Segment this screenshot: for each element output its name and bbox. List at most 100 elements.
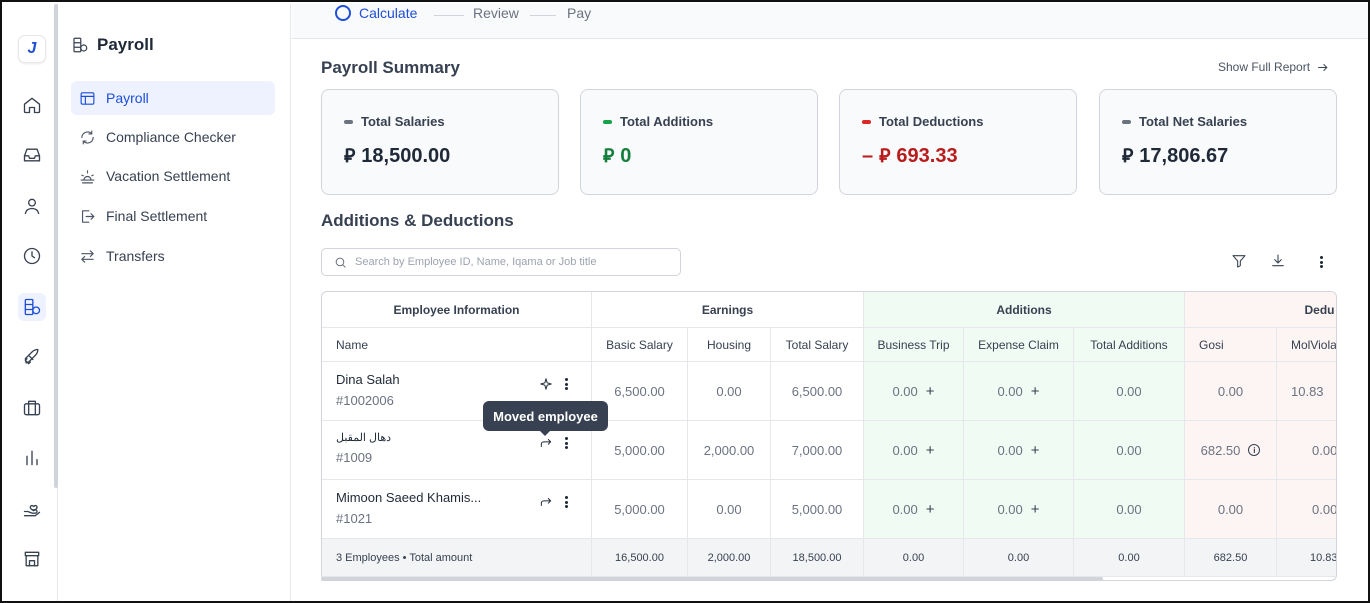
dash-icon — [603, 119, 612, 124]
col-total-salary[interactable]: Total Salary — [771, 328, 864, 362]
card-label: Total Salaries — [361, 114, 445, 129]
rocket-icon[interactable] — [18, 343, 46, 371]
filter-icon[interactable] — [1231, 253, 1249, 271]
payroll-icon[interactable] — [18, 293, 46, 321]
total-additions-card: Total Additions ⃁ 0 — [580, 89, 818, 195]
cell-expense-claim[interactable]: 0.00 + — [964, 480, 1074, 539]
plus-icon[interactable]: + — [1030, 382, 1040, 400]
sidebar-item-vacation-settlement[interactable]: Vacation Settlement — [71, 159, 275, 193]
employee-search[interactable] — [321, 248, 681, 276]
plus-icon[interactable]: + — [925, 382, 935, 400]
moved-employee-icon[interactable] — [539, 495, 553, 509]
hand-heart-icon[interactable] — [18, 495, 46, 523]
step-review[interactable]: Review — [473, 5, 519, 21]
card-value: 0 — [620, 144, 632, 167]
info-icon[interactable]: i — [1248, 444, 1261, 456]
group-deductions: Dedu — [1185, 292, 1336, 328]
step-calculate[interactable]: Calculate — [335, 5, 417, 21]
plus-icon[interactable]: + — [1030, 441, 1040, 459]
sidebar-item-compliance-checker[interactable]: Compliance Checker — [71, 120, 275, 154]
user-icon[interactable] — [18, 192, 46, 220]
step-label: Calculate — [359, 5, 418, 21]
table-row-employee[interactable]: Mimoon Saeed Khamis... #1021 — [322, 480, 592, 539]
additions-deductions-title: Additions & Deductions — [321, 211, 514, 230]
sunset-icon — [80, 169, 95, 183]
group-additions: Additions — [864, 292, 1185, 328]
cell-value: 0.00 — [892, 501, 918, 517]
cell-expense-claim[interactable]: 0.00 + — [964, 421, 1074, 480]
cell-total-salary: 7,000.00 — [771, 421, 864, 480]
sidebar-item-label: Transfers — [106, 248, 165, 264]
moved-employee-icon[interactable] — [539, 436, 553, 450]
more-options-icon[interactable] — [1313, 253, 1331, 271]
sidebar-item-label: Payroll — [106, 90, 149, 106]
show-full-report-link[interactable]: Show Full Report — [1218, 60, 1329, 74]
chart-icon[interactable] — [18, 444, 46, 472]
inbox-icon[interactable] — [18, 141, 46, 169]
col-gosi[interactable]: Gosi — [1185, 328, 1277, 362]
table-horizontal-scrollbar[interactable] — [321, 577, 1103, 581]
app-logo[interactable]: J — [18, 35, 46, 63]
sparkle-icon[interactable] — [539, 377, 553, 391]
exit-icon — [81, 209, 95, 223]
store-icon[interactable] — [18, 545, 46, 573]
sidebar-title-label: Payroll — [97, 35, 154, 54]
plus-icon[interactable]: + — [1030, 500, 1040, 518]
col-expense-claim[interactable]: Expense Claim — [964, 328, 1074, 362]
home-icon[interactable] — [18, 91, 46, 119]
col-housing[interactable]: Housing — [688, 328, 771, 362]
cell-business-trip[interactable]: 0.00 + — [864, 421, 964, 480]
col-molviolation[interactable]: MolViola — [1277, 328, 1336, 362]
arrow-right-icon — [1318, 63, 1328, 71]
total-salaries-card: Total Salaries ⃁ 18,500.00 — [321, 89, 559, 195]
group-deductions-label: Dedu — [1304, 302, 1335, 317]
dash-icon — [344, 119, 353, 124]
sidebar-item-transfers[interactable]: Transfers — [71, 239, 275, 273]
plus-icon[interactable]: + — [925, 441, 935, 459]
refresh-icon — [81, 130, 94, 144]
col-total-additions[interactable]: Total Additions — [1074, 328, 1185, 362]
row-menu-icon[interactable] — [561, 436, 571, 450]
download-icon[interactable] — [1270, 253, 1288, 271]
col-name[interactable]: Name — [322, 328, 592, 362]
row-menu-icon[interactable] — [561, 495, 571, 509]
cell-business-trip[interactable]: 0.00 + — [864, 480, 964, 539]
table-row-employee[interactable]: دهال المقبل #1009 — [322, 421, 592, 480]
row-menu-icon[interactable] — [561, 377, 571, 391]
search-icon — [335, 257, 346, 268]
payroll-summary-title: Payroll Summary — [321, 58, 460, 77]
sidebar-item-payroll[interactable]: Payroll — [71, 81, 275, 115]
cell-gosi: 0.00 — [1185, 362, 1277, 421]
sidebar-title: Payroll — [71, 35, 154, 55]
card-value: 693.33 — [896, 144, 958, 167]
sidebar-item-final-settlement[interactable]: Final Settlement — [71, 199, 275, 233]
riyal-icon: ⃁ — [344, 146, 356, 167]
step-label: Review — [473, 5, 519, 21]
clock-icon[interactable] — [18, 242, 46, 270]
plus-icon[interactable]: + — [925, 500, 935, 518]
cell-business-trip[interactable]: 0.00 + — [864, 362, 964, 421]
total-deductions-card: Total Deductions – ⃁ 693.33 — [839, 89, 1077, 195]
payroll-title-icon — [73, 37, 88, 53]
cell-gosi: 0.00 — [1185, 480, 1277, 539]
card-value: 17,806.67 — [1139, 144, 1229, 167]
footer-basic-salary: 16,500.00 — [592, 539, 688, 577]
briefcase-icon[interactable] — [18, 394, 46, 422]
col-basic-salary[interactable]: Basic Salary — [592, 328, 688, 362]
table-icon — [80, 91, 95, 105]
cell-expense-claim[interactable]: 0.00 + — [964, 362, 1074, 421]
riyal-icon: ⃁ — [1122, 146, 1134, 167]
step-pay[interactable]: Pay — [567, 5, 591, 21]
cell-gosi: 682.50 i — [1185, 421, 1277, 480]
search-input[interactable] — [355, 256, 675, 268]
rail-scrollbar[interactable] — [54, 4, 58, 488]
payroll-sidebar: Payroll Payroll Compliance Checker Vacat… — [59, 4, 291, 601]
col-business-trip[interactable]: Business Trip — [864, 328, 964, 362]
footer-molviolation: 10.83 — [1277, 539, 1336, 577]
footer-total-label: 3 Employees • Total amount — [322, 539, 592, 577]
total-net-salaries-card: Total Net Salaries ⃁ 17,806.67 — [1099, 89, 1337, 195]
dash-icon — [862, 119, 871, 124]
cell-total-additions: 0.00 — [1074, 480, 1185, 539]
cell-value: 682.50 — [1200, 442, 1241, 458]
table-row-employee[interactable]: Dina Salah #1002006 — [322, 362, 592, 421]
